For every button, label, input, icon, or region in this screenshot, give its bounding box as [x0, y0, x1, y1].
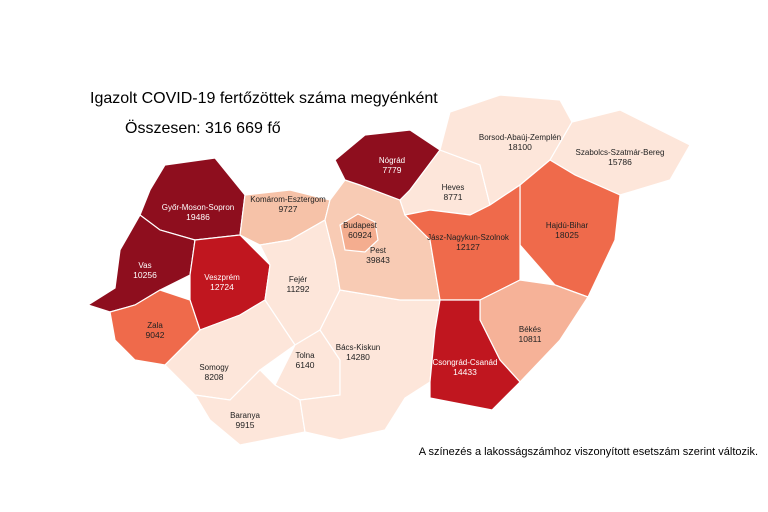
- county-name: Jász-Nagykun-Szolnok: [427, 233, 510, 242]
- county-name: Nógrád: [379, 156, 405, 165]
- county-value: 8771: [444, 192, 463, 202]
- county-value: 15786: [608, 157, 632, 167]
- county-value: 39843: [366, 255, 390, 265]
- county-name: Baranya: [230, 411, 260, 420]
- county-value: 7779: [383, 165, 402, 175]
- county-area: [429, 299, 521, 411]
- county-value: 14433: [453, 367, 477, 377]
- county-name: Somogy: [199, 363, 228, 372]
- county-value: 6140: [296, 360, 315, 370]
- county-value: 9915: [236, 420, 255, 430]
- county-name: Szabolcs-Szatmár-Bereg: [576, 148, 665, 157]
- county-name: Fejér: [289, 275, 308, 284]
- county-name: Hajdú-Bihar: [546, 221, 589, 230]
- county-name: Vas: [138, 261, 151, 270]
- county-value: 18100: [508, 142, 532, 152]
- county-value: 18025: [555, 230, 579, 240]
- county-name: Veszprém: [204, 273, 240, 282]
- county-value: 11292: [286, 284, 309, 294]
- counties: [86, 94, 691, 446]
- county-value: 8208: [205, 372, 224, 382]
- county-name: Bács-Kiskun: [336, 343, 380, 352]
- county-name: Tolna: [295, 351, 315, 360]
- county-area: [339, 213, 379, 253]
- county-value: 10811: [518, 334, 541, 344]
- county-name: Heves: [442, 183, 465, 192]
- color-note: A színezés a lakosságszámhoz viszonyítot…: [419, 446, 758, 458]
- county-value: 9042: [146, 330, 165, 340]
- county-value: 10256: [133, 270, 157, 280]
- county-name: Borsod-Abaúj-Zemplén: [479, 133, 561, 142]
- county-value: 9727: [279, 204, 298, 214]
- county-name: Zala: [147, 321, 163, 330]
- county-value: 60924: [348, 230, 372, 240]
- county-value: 12724: [210, 282, 234, 292]
- county-value: 14280: [346, 352, 370, 362]
- total-cases: Összesen: 316 669 fő: [125, 119, 281, 137]
- county-name: Csongrád-Csanád: [433, 358, 498, 367]
- county-name: Békés: [519, 325, 541, 334]
- map-title: Igazolt COVID-19 fertőzöttek száma megyé…: [90, 90, 438, 107]
- county-name: Komárom-Esztergom: [250, 195, 326, 204]
- county-value: 19486: [186, 212, 210, 222]
- county-name: Budapest: [343, 221, 378, 230]
- county-name: Pest: [370, 246, 387, 255]
- county-name: Győr-Moson-Sopron: [162, 203, 234, 212]
- county-value: 12127: [456, 242, 480, 252]
